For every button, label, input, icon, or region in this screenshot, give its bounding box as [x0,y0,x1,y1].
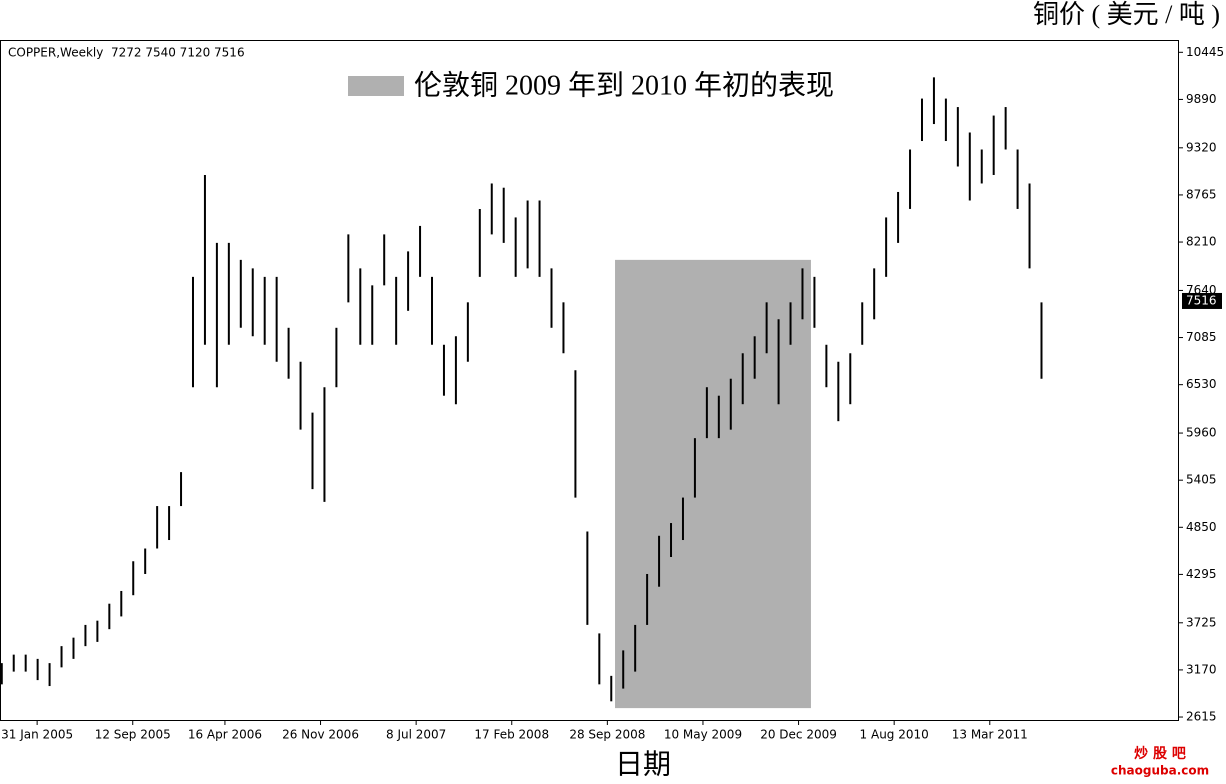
plot-frame [0,40,1179,721]
y-tick-label: 5960 [1186,426,1217,440]
x-tick-label: 13 Mar 2011 [952,728,1028,742]
y-tick-label: 8210 [1186,235,1217,249]
x-tick-label: 8 Jul 2007 [386,728,446,742]
y-tick-label: 9320 [1186,140,1217,154]
last-price-label: 7516 [1186,293,1217,307]
watermark-url: chaoguba.com [1111,764,1209,778]
y-axis-title: 铜价 ( 美元 / 吨 ) [1033,0,1220,29]
x-tick-label: 17 Feb 2008 [474,728,549,742]
watermark: 炒 股 吧 [1134,746,1186,762]
x-tick-label: 10 May 2009 [664,728,742,742]
legend-swatch [348,76,404,96]
legend-label: 伦敦铜 2009 年到 2010 年初的表现 [414,69,834,101]
last-price-box [1182,292,1222,309]
x-tick-label: 28 Sep 2008 [569,728,645,742]
y-tick-label: 4295 [1186,567,1217,581]
y-tick-label: 2615 [1186,710,1217,724]
y-tick-label: 8765 [1186,187,1217,201]
info-line: COPPER,Weekly 7272 7540 7120 7516 [8,46,245,60]
y-tick-label: 3725 [1186,615,1217,629]
y-tick-label: 6530 [1186,377,1217,391]
x-tick-label: 31 Jan 2005 [1,728,73,742]
x-tick-label: 20 Dec 2009 [760,728,837,742]
y-tick-label: 4850 [1186,520,1217,534]
highlight-region [615,259,811,709]
x-axis-title: 日期 [615,749,671,780]
y-tick-label: 9890 [1186,92,1217,106]
x-tick-label: 26 Nov 2006 [282,728,359,742]
y-tick-label: 7085 [1186,330,1217,344]
y-tick-label: 5405 [1186,473,1217,487]
x-tick-label: 12 Sep 2005 [95,728,171,742]
y-tick-label: 10445 [1186,45,1224,59]
y-tick-label: 3170 [1186,662,1217,676]
x-tick-label: 1 Aug 2010 [860,728,929,742]
x-tick-label: 16 Apr 2006 [188,728,262,742]
